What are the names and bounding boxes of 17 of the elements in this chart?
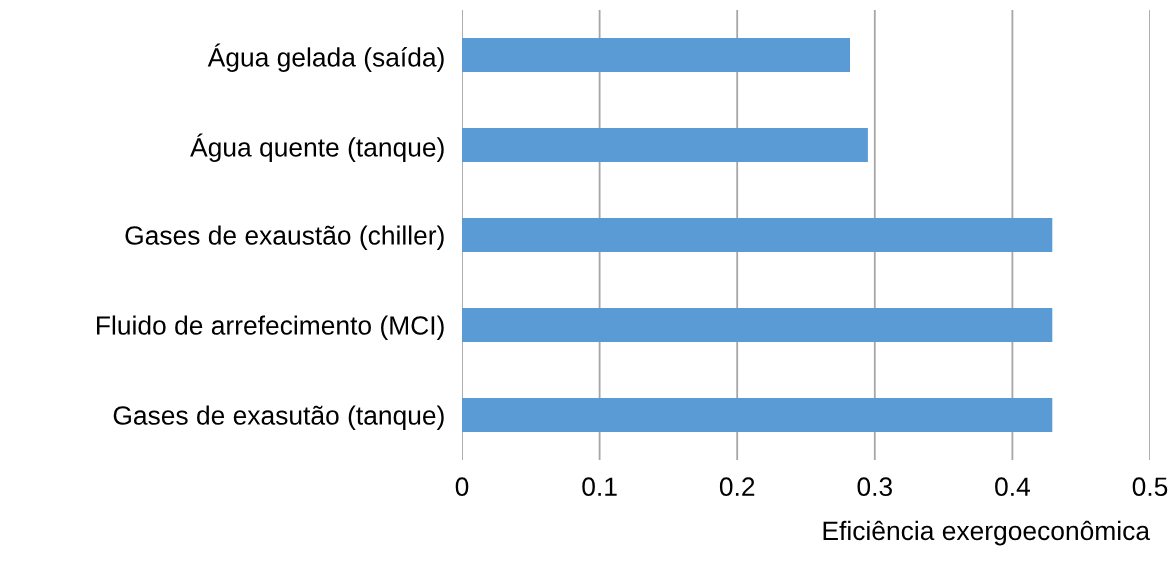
x-tick-label: 0.5	[1132, 477, 1168, 497]
x-tick-label: 0.2	[719, 477, 755, 497]
x-tick-label: 0	[455, 477, 469, 497]
bar	[462, 127, 868, 163]
y-tick-label: Água gelada (saída)	[207, 43, 444, 72]
bar	[462, 307, 1053, 343]
x-tick-label: 0.1	[582, 477, 617, 497]
x-tick-label: 0.4	[995, 477, 1030, 497]
y-tick-label: Fluido de arrefecimento (MCI)	[97, 315, 444, 341]
y-tick-label: Água quente (tanque)	[190, 133, 444, 162]
y-tick-label: Gases de exasutão (tanque)	[113, 405, 444, 431]
x-axis-title: Eficiência exergoeconômica	[823, 520, 1151, 546]
bar	[462, 217, 1053, 253]
bar	[462, 397, 1053, 433]
x-tick-label: 0.3	[857, 477, 892, 497]
bar	[462, 37, 851, 73]
y-tick-label: Gases de exaustão (chiller)	[125, 225, 444, 251]
